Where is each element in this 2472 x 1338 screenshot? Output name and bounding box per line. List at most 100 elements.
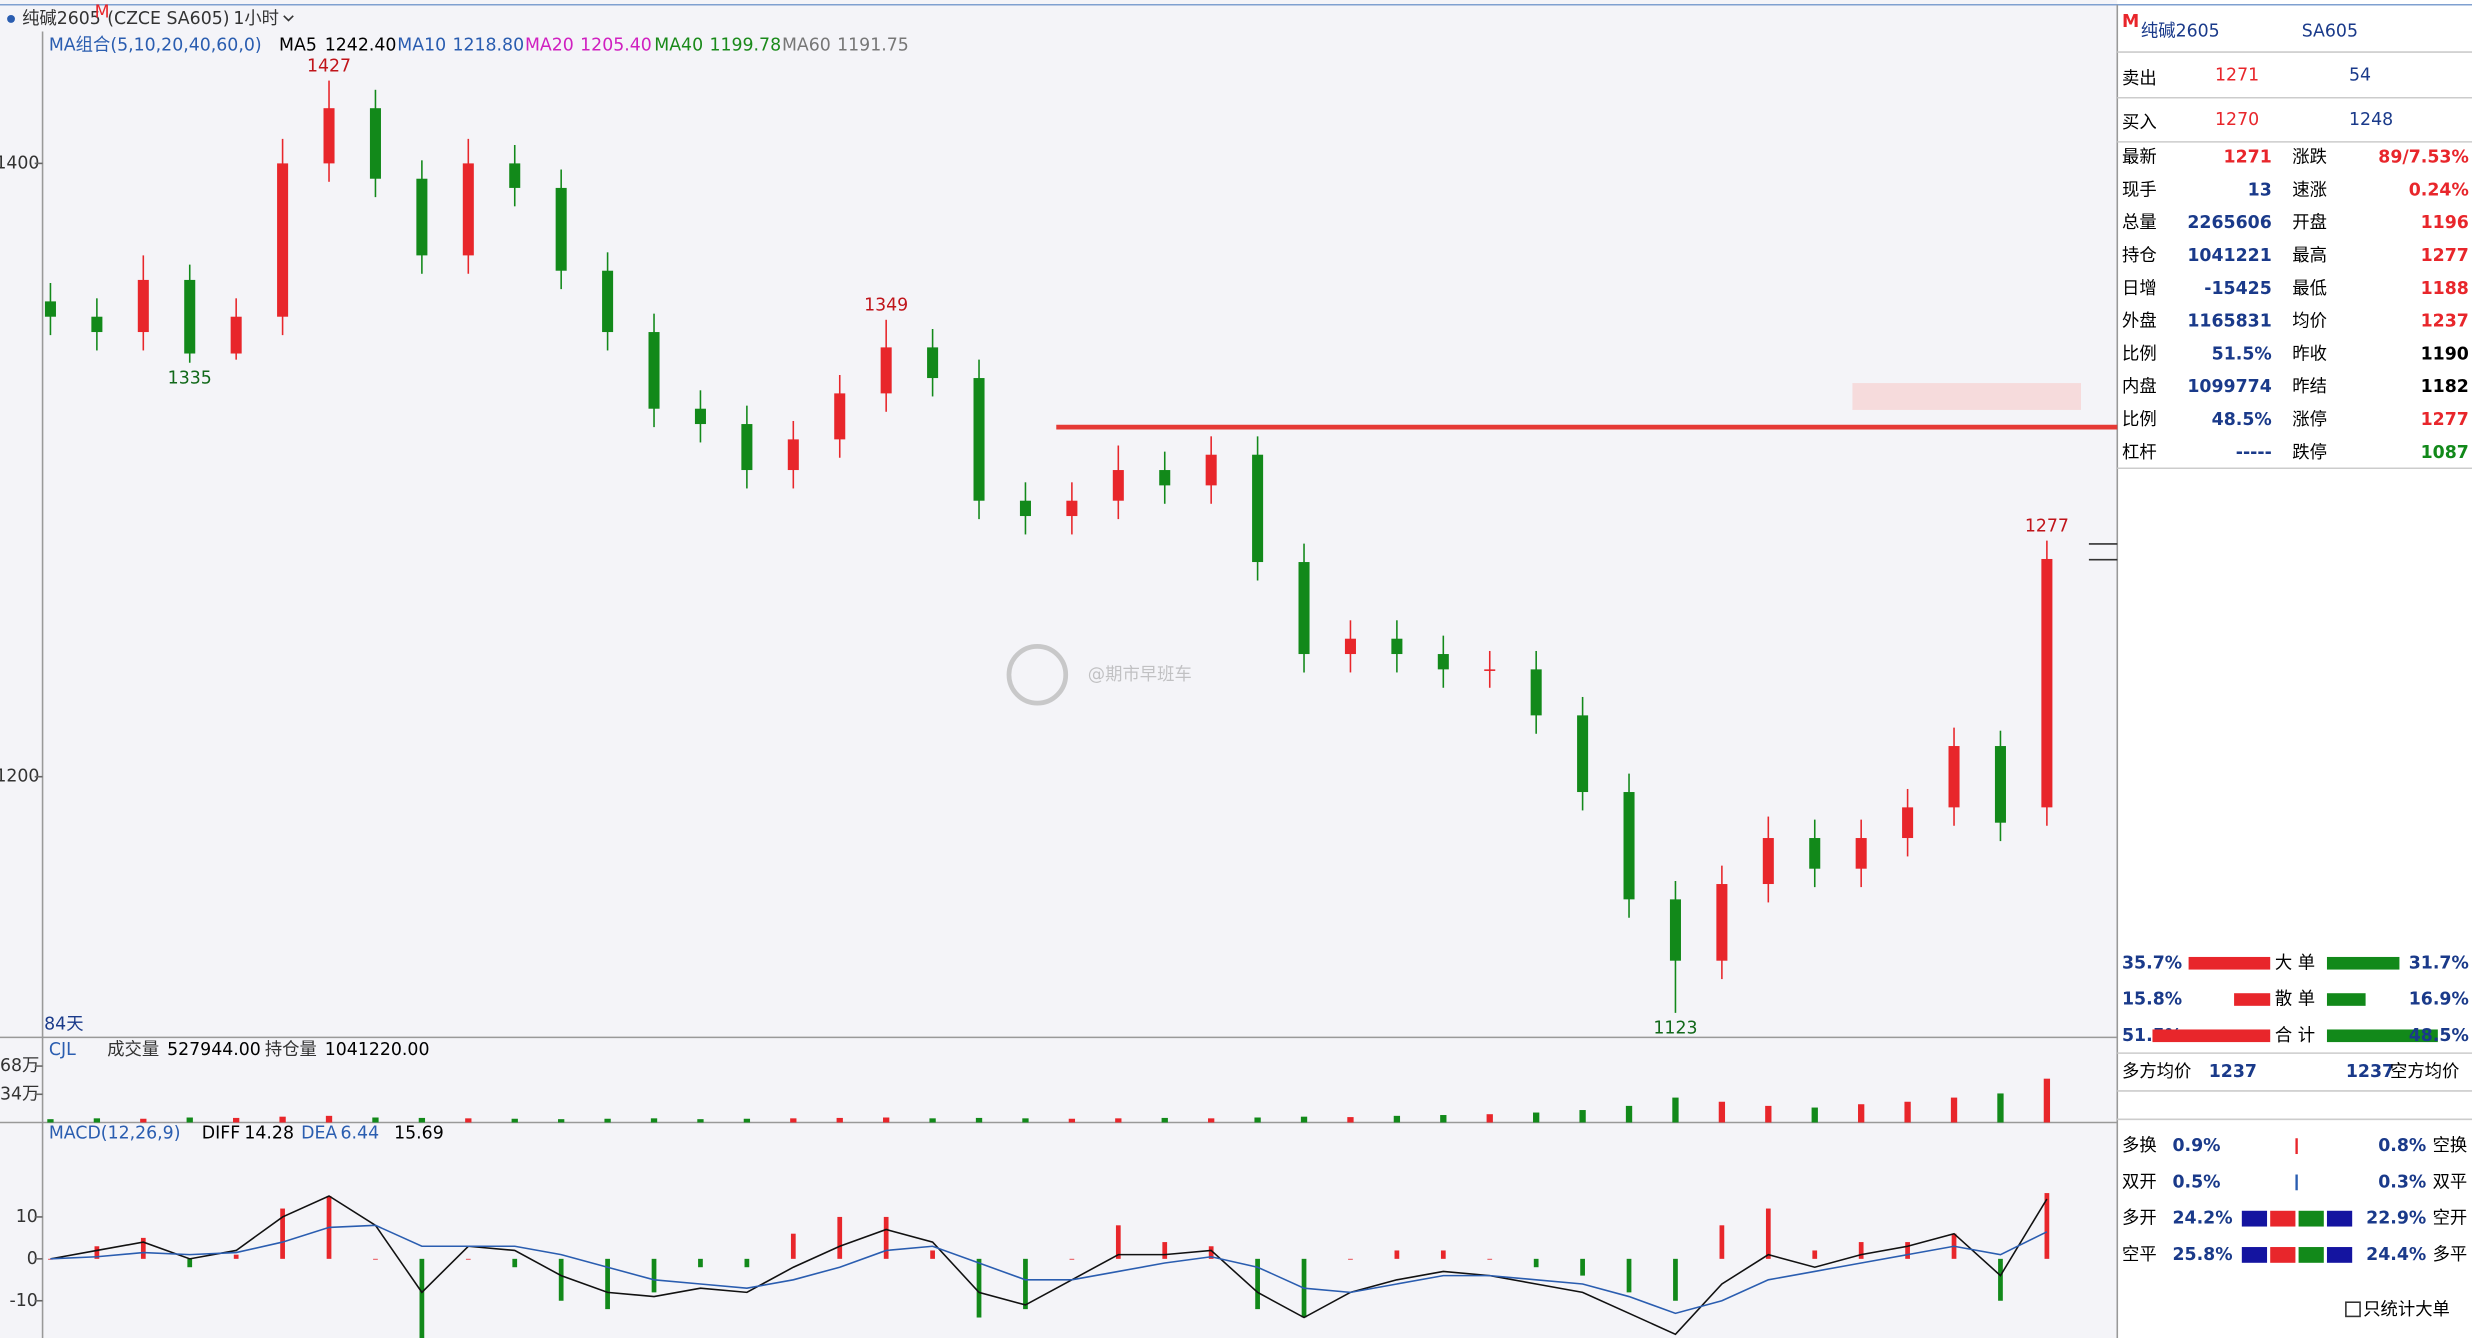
series-name: DEA bbox=[301, 1124, 337, 1144]
y-tick-label: 1200 bbox=[0, 767, 39, 787]
candle-body bbox=[1252, 454, 1264, 563]
price-annotation: 1335 bbox=[168, 368, 212, 388]
marker: M bbox=[95, 3, 110, 23]
stat-label: 均价 bbox=[2292, 312, 2327, 332]
stat-value: 1182 bbox=[2421, 377, 2469, 397]
volume-bar bbox=[1997, 1093, 2004, 1123]
instrument-title: 纯碱2605 bbox=[2141, 22, 2220, 42]
candle-body bbox=[1437, 654, 1449, 670]
macd-bar bbox=[1626, 1258, 1632, 1293]
y-tick-label: -10 bbox=[10, 1291, 38, 1311]
price-annotation: 1427 bbox=[307, 56, 351, 76]
candle-body bbox=[91, 316, 103, 333]
ma-name: MA40 bbox=[654, 36, 703, 56]
avg-label: 多方均价 bbox=[2122, 1062, 2191, 1082]
y-tick-label: 10 bbox=[16, 1207, 38, 1227]
volume-bar bbox=[1672, 1097, 1679, 1123]
candle-body bbox=[369, 108, 381, 179]
flow-right: 16.9% bbox=[2409, 990, 2469, 1010]
book-price: 1271 bbox=[2215, 66, 2259, 86]
y-tick-label: 0 bbox=[27, 1249, 38, 1269]
position-block bbox=[2270, 1247, 2296, 1263]
volume-bar bbox=[558, 1119, 565, 1123]
macd-bar bbox=[512, 1258, 518, 1268]
macd-bar bbox=[1394, 1250, 1400, 1259]
candle-body bbox=[1066, 500, 1078, 517]
flow-name: 散 单 bbox=[2275, 990, 2315, 1010]
ma-name: MA20 bbox=[525, 36, 574, 56]
quote-panel-bg bbox=[2117, 0, 2472, 1338]
y-tick-label: 1400 bbox=[0, 153, 39, 173]
macd-bar bbox=[651, 1258, 657, 1293]
macd-bar bbox=[187, 1258, 193, 1268]
pane-title: MACD(12,26,9) bbox=[49, 1124, 181, 1144]
stat-value: 51.5% bbox=[2212, 344, 2272, 364]
candle-body bbox=[555, 187, 567, 271]
stat-label: 涨跌 bbox=[2292, 148, 2327, 168]
candle-body bbox=[137, 279, 149, 333]
volume-bar bbox=[465, 1118, 472, 1123]
stat-value: 89/7.53% bbox=[2378, 148, 2469, 168]
price-annotation: 1349 bbox=[864, 296, 908, 316]
position-right: 22.9% bbox=[2366, 1209, 2426, 1229]
position-tick bbox=[2295, 1174, 2298, 1191]
volume-bar bbox=[140, 1118, 147, 1123]
candle-body bbox=[880, 347, 892, 394]
ma-value: 1218.80 bbox=[452, 36, 524, 56]
stat-value: 0.24% bbox=[2409, 180, 2469, 200]
watermark-icon bbox=[1006, 644, 1069, 706]
avg-value: 1237 bbox=[2346, 1062, 2394, 1082]
candle-body bbox=[1855, 838, 1867, 869]
macd-bar bbox=[605, 1258, 610, 1310]
flow-name: 大 单 bbox=[2275, 953, 2315, 973]
checkbox[interactable] bbox=[2345, 1301, 2361, 1318]
flow-bar bbox=[2326, 993, 2366, 1006]
pane-title: CJL bbox=[49, 1040, 76, 1060]
ma-value: 1205.40 bbox=[580, 36, 652, 56]
candle-body bbox=[1623, 792, 1635, 900]
period[interactable]: 1小时 bbox=[233, 9, 279, 29]
stat-label: 比例 bbox=[2122, 344, 2157, 364]
volume-bar bbox=[233, 1117, 240, 1123]
book-label: 买入 bbox=[2122, 113, 2157, 133]
checkbox-label[interactable]: 只统计大单 bbox=[2363, 1300, 2450, 1320]
position-right: 24.4% bbox=[2366, 1245, 2426, 1265]
series-name: DIFF bbox=[202, 1124, 240, 1144]
macd-line bbox=[50, 1195, 2048, 1336]
stat-label: 日增 bbox=[2122, 279, 2157, 299]
candle-body bbox=[694, 408, 706, 425]
stat-label: 最新 bbox=[2122, 148, 2157, 168]
book-volume: 54 bbox=[2349, 66, 2371, 86]
macd-bar bbox=[558, 1258, 564, 1301]
y-tick-label: 68万 bbox=[0, 1056, 39, 1076]
stat-value: 1041221 bbox=[2187, 246, 2271, 266]
stat-value: 2265606 bbox=[2187, 213, 2271, 233]
candle-body bbox=[1484, 669, 1496, 671]
stat-label: 昨收 bbox=[2292, 344, 2327, 364]
price-annotation: 1277 bbox=[2025, 516, 2069, 536]
volume-bar bbox=[790, 1118, 797, 1123]
position-block bbox=[2326, 1247, 2353, 1263]
volume-bar bbox=[1068, 1118, 1076, 1123]
stat-value: 1271 bbox=[2224, 148, 2272, 168]
volume-bar bbox=[697, 1119, 704, 1123]
stat-value: 1196 bbox=[2421, 213, 2469, 233]
candle-body bbox=[1019, 500, 1031, 517]
position-block bbox=[2298, 1247, 2324, 1263]
stat-label: 内盘 bbox=[2122, 377, 2157, 397]
stat-label: 持仓 bbox=[2122, 246, 2157, 266]
position-right: 0.3% bbox=[2378, 1172, 2426, 1192]
candle-body bbox=[416, 178, 428, 256]
flow-bar bbox=[2326, 1029, 2438, 1043]
volume-bar bbox=[47, 1119, 54, 1123]
book-price: 1270 bbox=[2215, 110, 2259, 130]
candle-body bbox=[1948, 746, 1960, 808]
marker: M bbox=[2122, 12, 2139, 32]
volume-bar bbox=[186, 1117, 193, 1123]
candle-body bbox=[1809, 838, 1821, 869]
volume-bar bbox=[975, 1117, 983, 1123]
stat-value: 1165831 bbox=[2187, 312, 2271, 332]
instrument-code: SA605 bbox=[2302, 22, 2358, 42]
position-name: 双开 bbox=[2122, 1172, 2157, 1192]
position-name: 空开 bbox=[2433, 1209, 2468, 1229]
